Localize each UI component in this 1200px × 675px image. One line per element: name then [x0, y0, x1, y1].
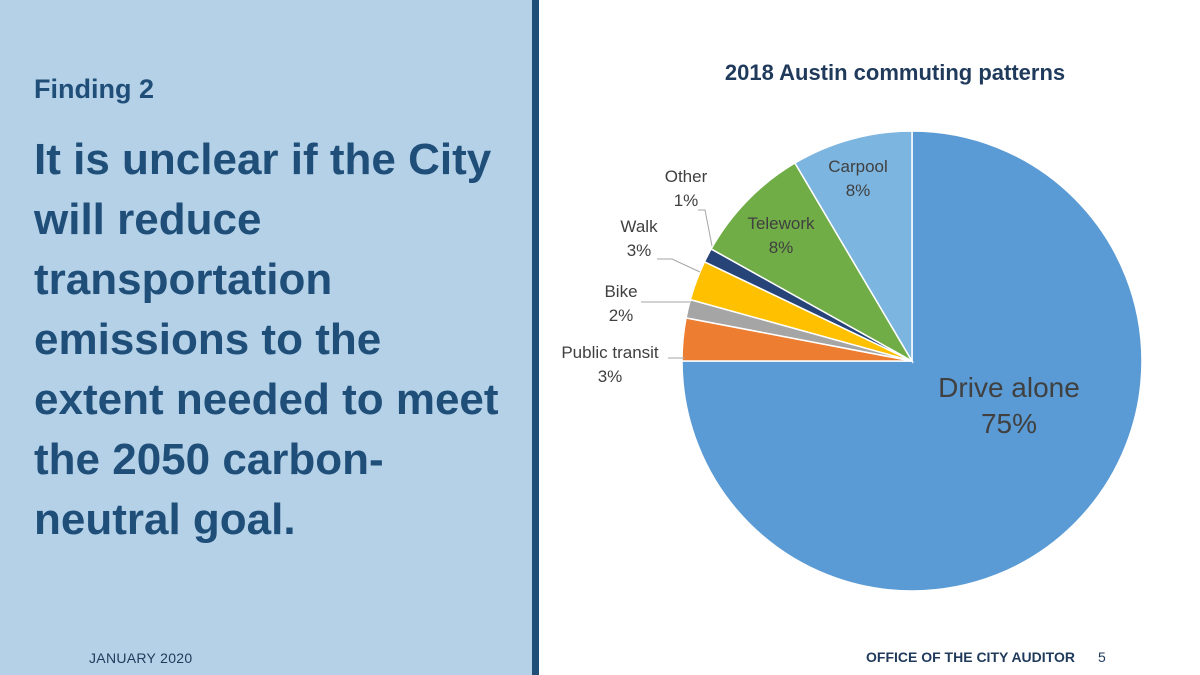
- data-label-value: 8%: [769, 238, 794, 257]
- data-label-value: 2%: [609, 306, 634, 325]
- page-number: 5: [1098, 649, 1106, 665]
- data-label-name: Walk: [620, 217, 658, 236]
- data-label-value: 1%: [674, 191, 699, 210]
- left-panel: [0, 0, 532, 675]
- pie-slice-drive-alone: [681, 130, 1143, 592]
- chart-title: 2018 Austin commuting patterns: [724, 60, 1066, 85]
- pie-slice-telework: [710, 162, 915, 364]
- data-label-value: 8%: [846, 181, 871, 200]
- data-label-value: 3%: [598, 367, 623, 386]
- data-label-name: Carpool: [828, 157, 888, 176]
- pie-slice-carpool: [793, 130, 913, 364]
- finding-label: Finding 2: [34, 74, 154, 104]
- data-label-name: Bike: [604, 282, 637, 301]
- data-label-name: Telework: [747, 214, 815, 233]
- footer-date: JANUARY 2020: [89, 650, 193, 666]
- leader-line: [698, 209, 713, 247]
- data-label-name: Drive alone: [938, 372, 1080, 403]
- finding-headline: It is unclear if the City will reduce tr…: [34, 135, 499, 544]
- data-label-name: Other: [665, 167, 708, 186]
- footer-office: OFFICE OF THE CITY AUDITOR: [866, 649, 1075, 665]
- leader-line: [657, 258, 701, 273]
- data-label-value: 3%: [627, 241, 652, 260]
- data-label-name: Public transit: [561, 343, 659, 362]
- panel-divider: [532, 0, 539, 675]
- data-label-value: 75%: [981, 408, 1037, 439]
